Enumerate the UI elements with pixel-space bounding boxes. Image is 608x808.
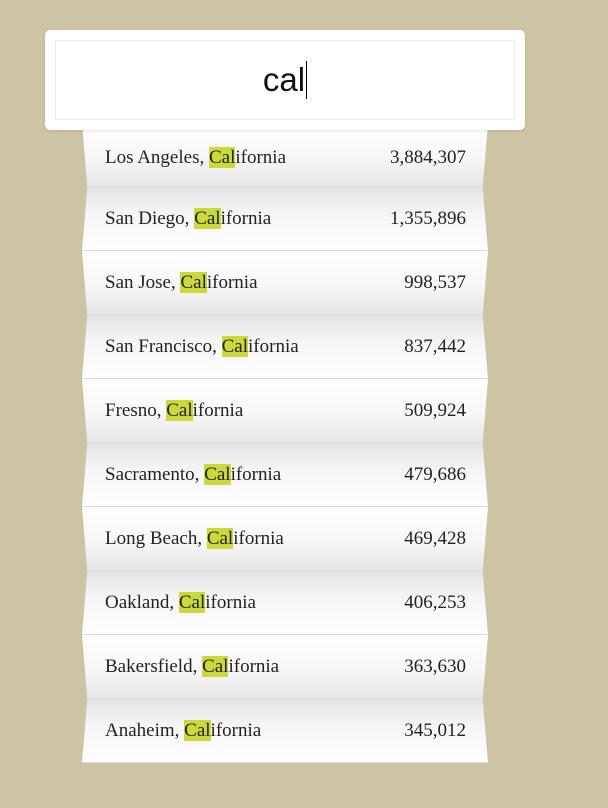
result-city-name: Sacramento, (105, 463, 205, 485)
result-row[interactable]: San Jose, California 998,537 (82, 251, 488, 315)
result-state-rest: ifornia (192, 399, 244, 421)
result-row[interactable]: Oakland, California 406,253 (82, 571, 488, 635)
result-match-highlight: Cal (204, 463, 231, 485)
result-state-rest: ifornia (210, 719, 262, 741)
search-field-frame[interactable]: cal (55, 40, 515, 120)
result-city-name: Anaheim, (105, 719, 185, 741)
result-match-highlight: Cal (206, 527, 234, 549)
result-city-name: San Diego, (105, 207, 195, 229)
result-city-state: San Francisco, California (105, 335, 299, 358)
result-state-rest: ifornia (235, 146, 287, 168)
result-row[interactable]: Los Angeles, California 3,884,307 (82, 123, 488, 187)
result-city-name: Bakersfield, (105, 655, 203, 677)
result-row[interactable]: Anaheim, California 345,012 (82, 699, 488, 763)
result-population: 509,924 (404, 399, 466, 421)
result-state-rest: ifornia (206, 271, 258, 293)
result-city-state: Anaheim, California (105, 719, 262, 742)
result-population: 1,355,896 (390, 207, 466, 229)
result-city-state: San Jose, California (105, 271, 258, 294)
result-match-highlight: Cal (208, 146, 236, 168)
result-city-state: San Diego, California (105, 207, 272, 230)
result-city-state: Oakland, California (105, 591, 256, 614)
result-row[interactable]: San Diego, California 1,355,896 (82, 187, 488, 251)
result-city-name: Long Beach, (105, 527, 207, 549)
result-match-highlight: Cal (202, 655, 229, 677)
text-caret (306, 61, 308, 99)
result-state-rest: ifornia (205, 591, 256, 613)
result-city-state: Long Beach, California (105, 527, 284, 550)
search-box: cal (45, 30, 525, 130)
result-population: 479,686 (404, 463, 466, 485)
result-match-highlight: Cal (166, 399, 193, 421)
result-row[interactable]: San Francisco, California 837,442 (82, 315, 488, 379)
result-population: 3,884,307 (390, 146, 466, 168)
result-population: 837,442 (404, 335, 466, 357)
result-city-name: Los Angeles, (105, 146, 209, 168)
result-state-rest: ifornia (230, 463, 282, 485)
result-state-rest: ifornia (220, 207, 272, 229)
result-match-highlight: Cal (194, 207, 221, 229)
result-city-name: San Francisco, (105, 335, 222, 357)
result-state-rest: ifornia (233, 527, 284, 549)
result-city-state: Los Angeles, California (105, 146, 287, 169)
result-population: 363,630 (404, 655, 466, 677)
result-city-state: Fresno, California (105, 399, 244, 422)
result-row[interactable]: Long Beach, California 469,428 (82, 507, 488, 571)
result-match-highlight: Cal (184, 719, 211, 741)
search-query-text: cal (262, 61, 306, 98)
result-state-rest: ifornia (248, 335, 299, 357)
result-match-highlight: Cal (180, 271, 207, 293)
result-population: 345,012 (404, 719, 466, 741)
results-list: Los Angeles, California 3,884,307 San Di… (82, 123, 488, 763)
result-row[interactable]: Fresno, California 509,924 (82, 379, 488, 443)
result-row[interactable]: Sacramento, California 479,686 (82, 443, 488, 507)
result-city-state: Sacramento, California (105, 463, 282, 486)
result-population: 469,428 (404, 527, 466, 549)
result-row[interactable]: Bakersfield, California 363,630 (82, 635, 488, 699)
result-population: 406,253 (404, 591, 466, 613)
result-city-name: Oakland, (105, 591, 179, 613)
result-match-highlight: Cal (221, 335, 249, 357)
result-city-name: Fresno, (105, 399, 167, 421)
search-input[interactable]: cal (262, 61, 308, 99)
result-state-rest: ifornia (228, 655, 280, 677)
result-match-highlight: Cal (178, 591, 206, 613)
result-city-name: San Jose, (105, 271, 181, 293)
result-city-state: Bakersfield, California (105, 655, 280, 678)
result-population: 998,537 (404, 271, 466, 293)
